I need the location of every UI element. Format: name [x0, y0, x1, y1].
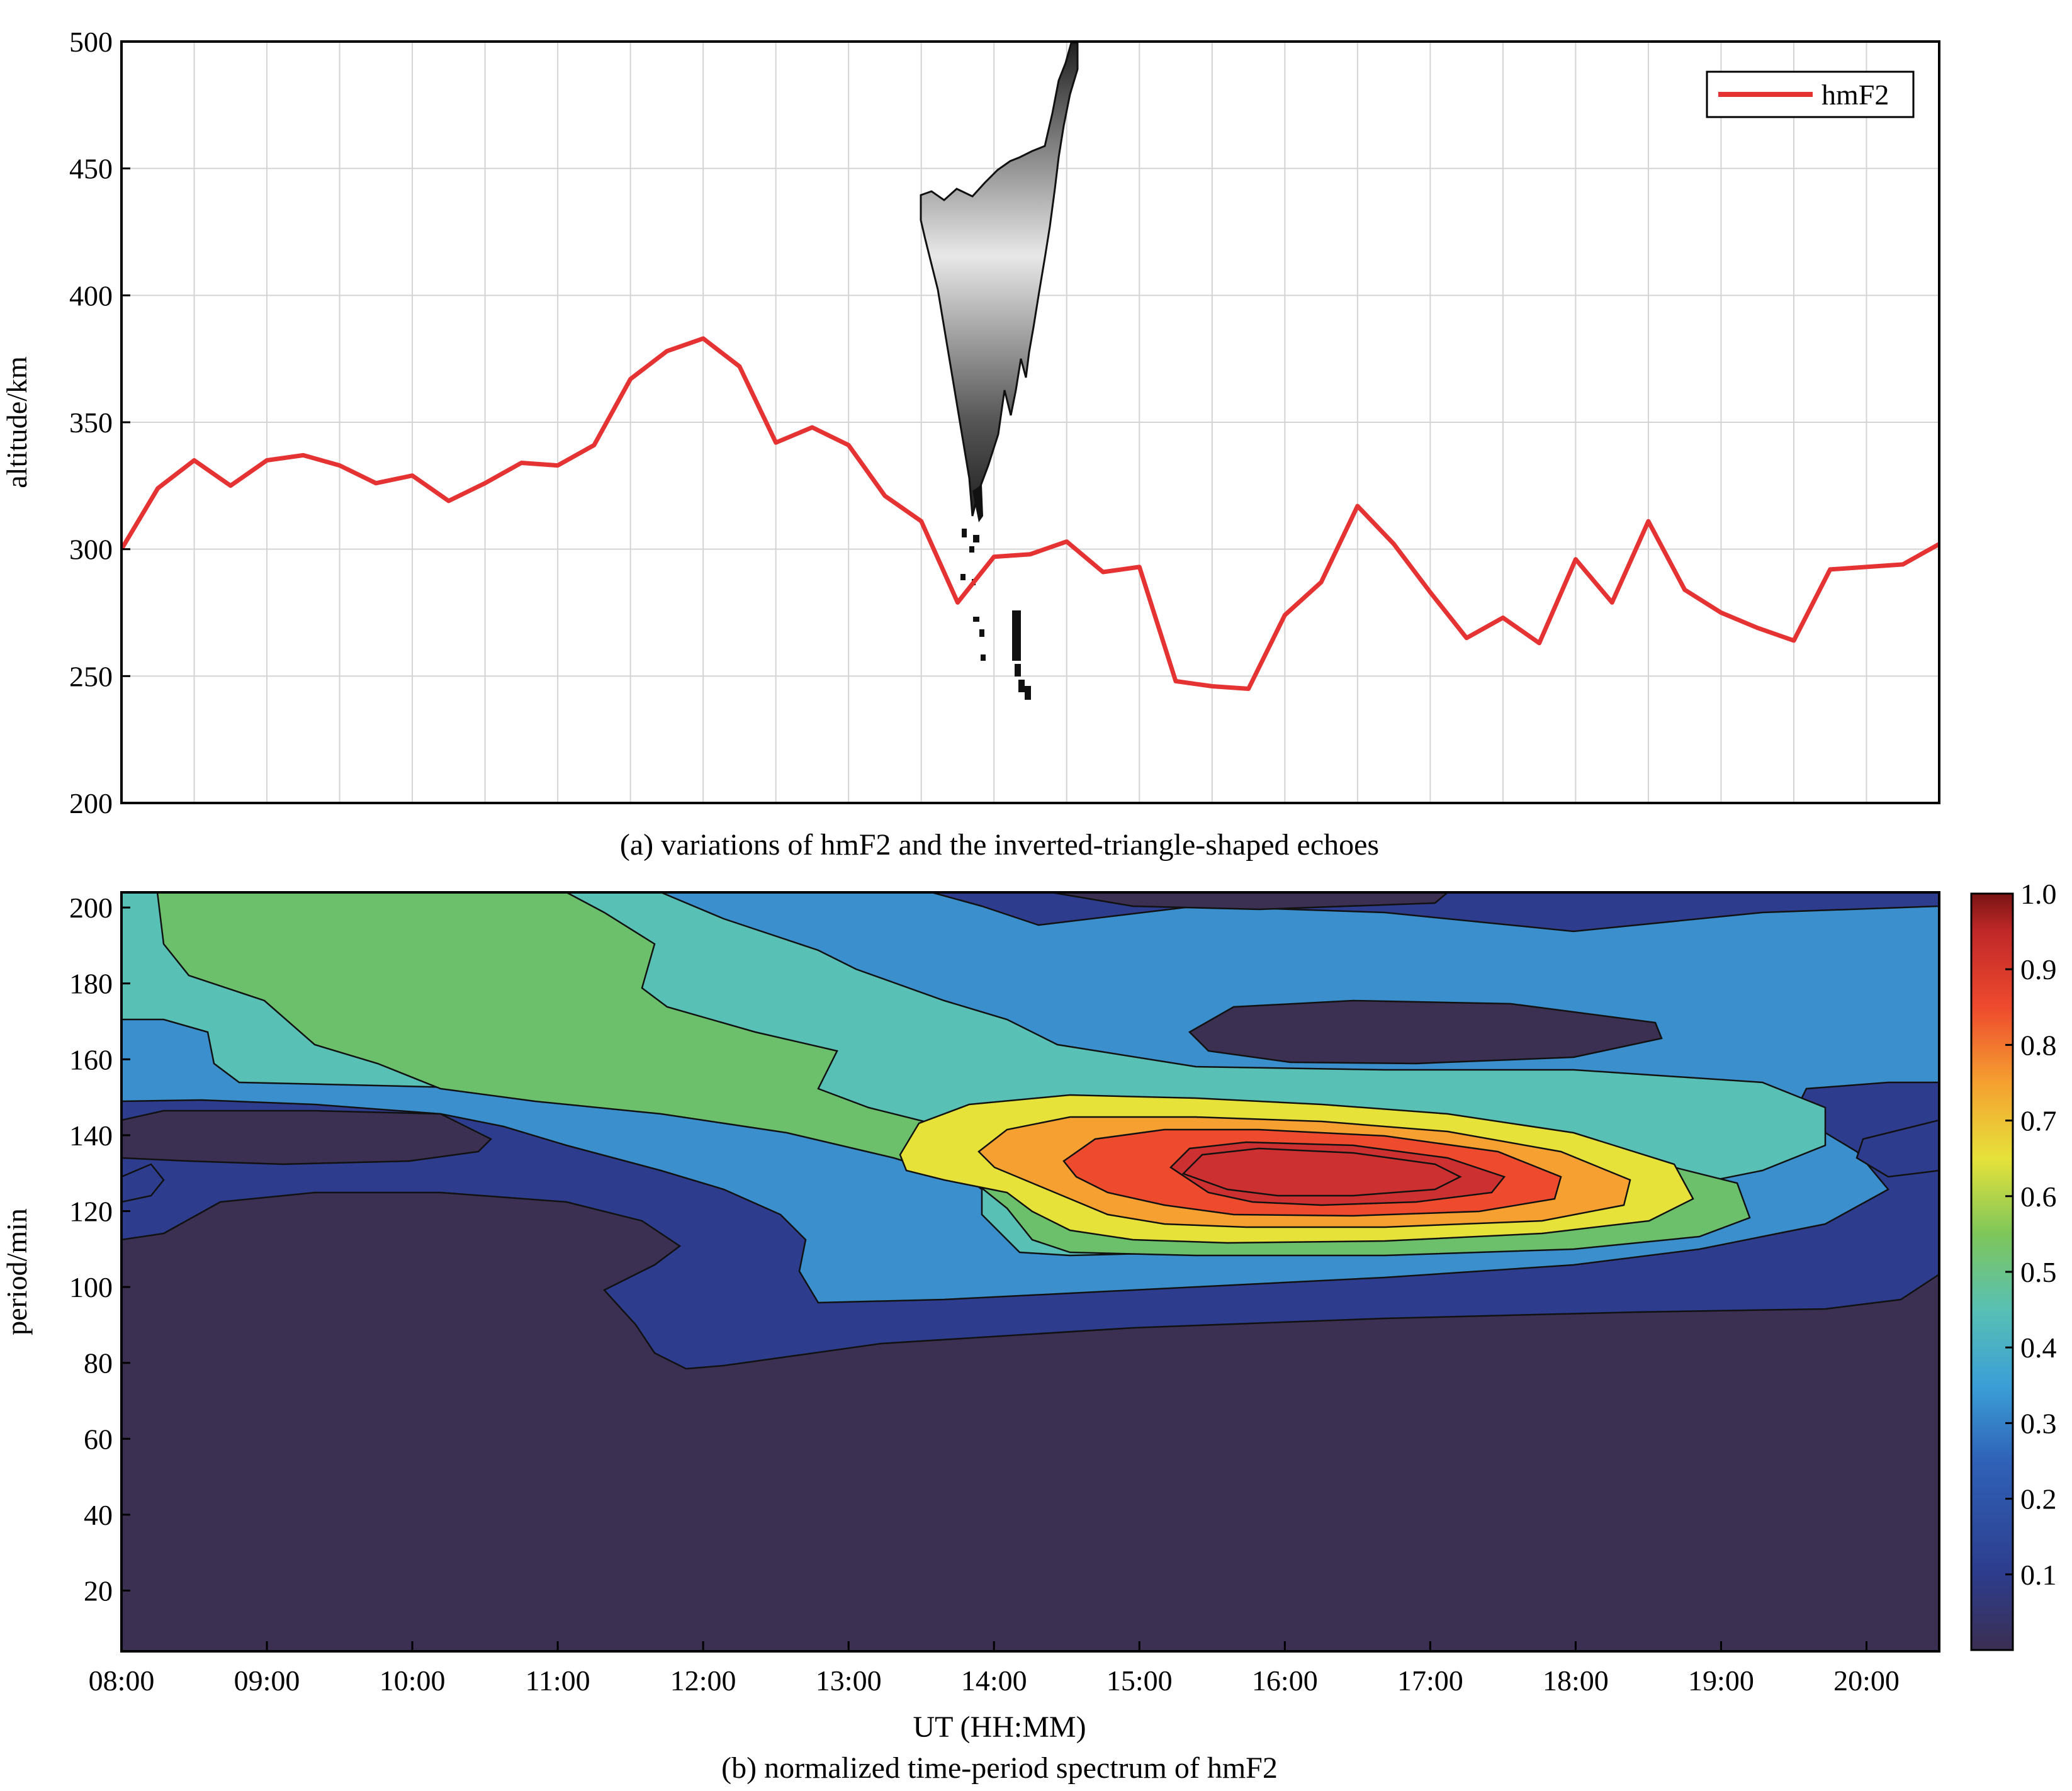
panel-b-ylabel: period/min [1, 1208, 33, 1335]
colorbar-ticks: 0.1 0.2 0.3 0.4 0.5 0.6 0.7 0.8 0.9 1.0 [2005, 878, 2057, 1591]
colorbar-tick-label: 0.2 [2020, 1483, 2057, 1515]
y-tick-label: 160 [69, 1043, 113, 1075]
colorbar-tick-label: 0.8 [2020, 1029, 2057, 1061]
y-tick-label: 40 [84, 1499, 113, 1531]
panel-a-caption: (a) variations of hmF2 and the inverted-… [620, 828, 1379, 862]
colorbar-tick-label: 1.0 [2020, 878, 2057, 910]
x-tick-label: 17:00 [1397, 1665, 1463, 1697]
y-tick-label: 180 [69, 968, 113, 1000]
panel-a-ylabel: altitude/km [1, 356, 33, 488]
x-tick-label: 19:00 [1688, 1665, 1754, 1697]
y-tick-label: 350 [69, 407, 113, 439]
panel-b-frame [120, 891, 1940, 1653]
y-tick-label: 250 [69, 660, 113, 692]
panel-b-x-ticks: 08:00 09:00 10:00 11:00 12:00 13:00 14:00 15:00… [89, 1641, 1900, 1697]
panel-b-caption: (b) normalized time-period spectrum of h… [721, 1751, 1278, 1785]
x-tick-label: 08:00 [89, 1665, 155, 1697]
colorbar-tick-label: 0.9 [2020, 953, 2057, 985]
panel-b-xlabel: UT (HH:MM) [913, 1710, 1086, 1744]
colorbar-tick-label: 0.4 [2020, 1332, 2057, 1364]
x-tick-label: 13:00 [816, 1665, 882, 1697]
y-tick-label: 20 [84, 1575, 113, 1607]
x-tick-label: 11:00 [526, 1665, 590, 1697]
y-tick-label: 300 [69, 534, 113, 566]
y-tick-label: 200 [69, 892, 113, 924]
panel-a-y-ticks: 200 250 300 350 400 450 500 [69, 26, 130, 819]
echo-region [920, 42, 1079, 700]
y-tick-label: 200 [69, 787, 113, 819]
legend-label-hmf2: hmF2 [1821, 79, 1889, 111]
y-tick-label: 140 [69, 1120, 113, 1152]
legend: hmF2 [1706, 70, 1915, 118]
y-tick-label: 450 [69, 153, 113, 185]
y-tick-label: 80 [84, 1347, 113, 1379]
y-tick-label: 400 [69, 279, 113, 312]
x-tick-label: 18:00 [1543, 1665, 1609, 1697]
y-tick-label: 60 [84, 1423, 113, 1455]
colorbar-tick-label: 0.1 [2020, 1559, 2057, 1591]
x-tick-label: 14:00 [961, 1665, 1027, 1697]
x-tick-label: 10:00 [380, 1665, 446, 1697]
x-tick-label: 15:00 [1106, 1665, 1173, 1697]
panel-a: 200 250 300 350 400 450 500 altitude/km hmF2 (… [1, 26, 1940, 862]
colorbar-tick-label: 0.3 [2020, 1407, 2057, 1439]
contour-field [121, 892, 1939, 1651]
y-tick-label: 100 [69, 1271, 113, 1303]
hmf2-line [121, 336, 1939, 691]
panel-b-y-ticks: 20 40 60 80 100 120 140 160 180 200 [69, 892, 130, 1607]
colorbar-tick-label: 0.5 [2020, 1256, 2057, 1288]
x-tick-label: 12:00 [670, 1665, 736, 1697]
panel-b: 20 40 60 80 100 120 140 160 180 200 08:00 09:00 10:… [1, 878, 2057, 1785]
x-tick-label: 09:00 [234, 1665, 300, 1697]
colorbar-tick-label: 0.7 [2020, 1105, 2057, 1137]
y-tick-label: 500 [69, 26, 113, 58]
x-tick-label: 20:00 [1833, 1665, 1900, 1697]
x-tick-label: 16:00 [1252, 1665, 1318, 1697]
colorbar-tick-label: 0.6 [2020, 1181, 2057, 1213]
y-tick-label: 120 [69, 1196, 113, 1228]
colorbar: 0.1 0.2 0.3 0.4 0.5 0.6 0.7 0.8 0.9 1.0 [1970, 878, 2057, 1651]
